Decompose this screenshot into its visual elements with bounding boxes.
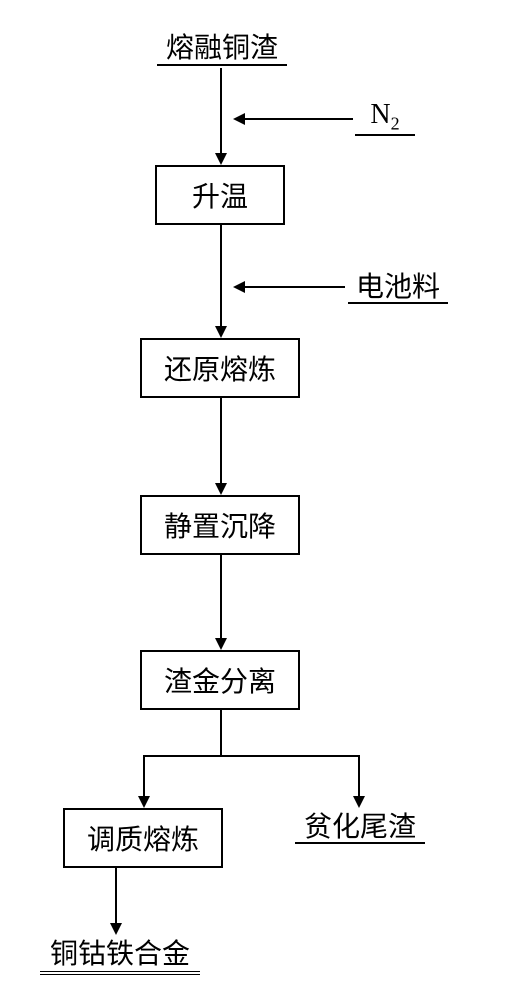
- node-input-n2: N2: [355, 100, 415, 136]
- node-output-tailing: 贫化尾渣: [295, 808, 425, 844]
- node-battery-label: 电池料: [356, 265, 440, 305]
- arrow-step2-to-step3: [220, 398, 222, 493]
- line-step4-to-split: [220, 710, 222, 755]
- arrow-step5-to-alloy: [115, 868, 117, 933]
- line-split-horizontal: [143, 755, 360, 757]
- node-step5: 调质熔炼: [63, 808, 223, 868]
- node-start: 熔融铜渣: [157, 28, 287, 66]
- node-tailing-label: 贫化尾渣: [304, 805, 416, 845]
- arrow-step1-to-step2: [220, 225, 222, 336]
- arrow-start-to-step1: [220, 68, 222, 163]
- node-step5-label: 调质熔炼: [87, 818, 199, 858]
- node-output-alloy: 铜钴铁合金: [40, 935, 200, 975]
- node-step1: 升温: [155, 165, 285, 225]
- node-alloy-label: 铜钴铁合金: [50, 932, 190, 972]
- arrow-split-to-tailing: [358, 755, 360, 806]
- node-step2: 还原熔炼: [140, 338, 300, 398]
- node-step4-label: 渣金分离: [164, 660, 276, 700]
- arrow-split-to-step5: [143, 755, 145, 806]
- node-step3-label: 静置沉降: [164, 505, 276, 545]
- node-step1-label: 升温: [192, 175, 248, 215]
- node-step2-label: 还原熔炼: [164, 348, 276, 388]
- node-start-label: 熔融铜渣: [166, 26, 278, 66]
- node-step4: 渣金分离: [140, 650, 300, 710]
- node-n2-label: N2: [370, 99, 399, 135]
- arrow-n2-to-main: [235, 118, 353, 120]
- node-input-battery: 电池料: [348, 268, 448, 304]
- arrow-step3-to-step4: [220, 555, 222, 648]
- arrow-battery-to-main: [235, 286, 345, 288]
- node-step3: 静置沉降: [140, 495, 300, 555]
